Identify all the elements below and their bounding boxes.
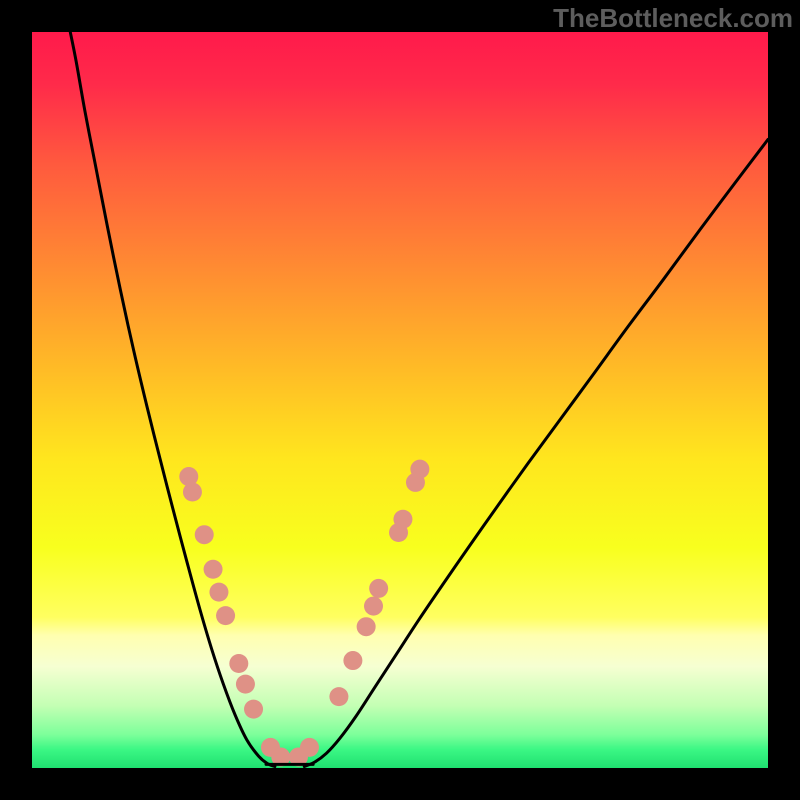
marker-right-4 <box>357 617 376 636</box>
plot-area <box>32 32 768 768</box>
marker-right-5 <box>364 597 383 616</box>
marker-right-3 <box>343 651 362 670</box>
curve-layer <box>32 32 768 768</box>
marker-right-10 <box>410 460 429 479</box>
marker-left-1 <box>183 483 202 502</box>
marker-left-8 <box>244 700 263 719</box>
marker-left-6 <box>229 654 248 673</box>
marker-right-8 <box>393 510 412 529</box>
curve-right <box>304 139 768 766</box>
marker-left-3 <box>204 560 223 579</box>
marker-right-6 <box>369 579 388 598</box>
marker-left-2 <box>195 525 214 544</box>
marker-left-7 <box>236 675 255 694</box>
marker-right-2 <box>329 687 348 706</box>
marker-left-5 <box>216 606 235 625</box>
marker-right-1 <box>300 738 319 757</box>
watermark-text: TheBottleneck.com <box>553 3 793 34</box>
chart-container: TheBottleneck.com <box>0 0 800 800</box>
marker-left-4 <box>209 583 228 602</box>
